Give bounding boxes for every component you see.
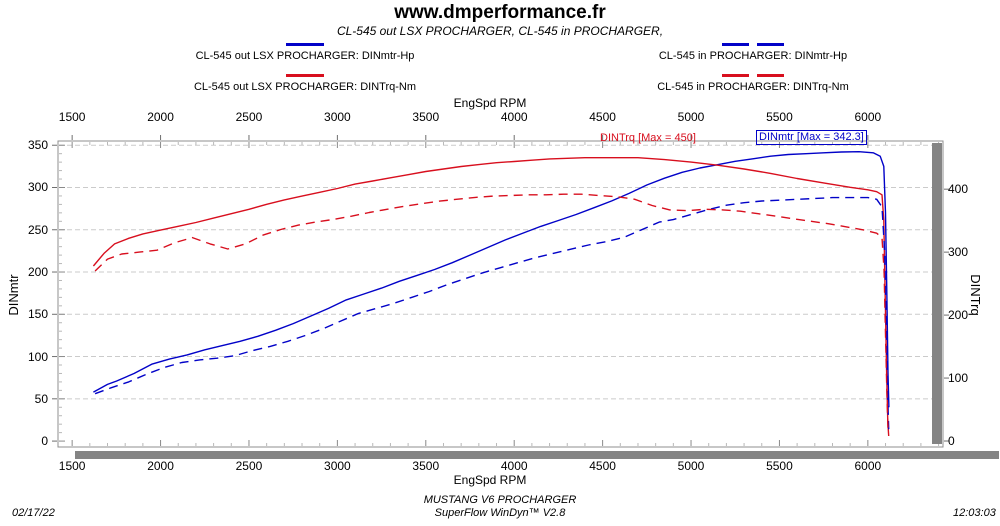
legend-label: CL-545 in PROCHARGER: DINmtr-Hp <box>658 50 848 62</box>
bottom-axis-tick-label: 2500 <box>235 459 263 473</box>
legend-item-in-hp: CL-545 in PROCHARGER: DINmtr-Hp <box>588 43 918 62</box>
bottom-axis-tick-label: 3000 <box>324 459 351 473</box>
left-axis-tick-label: 350 <box>27 138 48 153</box>
top-axis-tick-label: 5000 <box>677 110 705 124</box>
print-time: 12:03:03 <box>953 507 996 519</box>
top-axis-tick-label: 3500 <box>412 110 440 124</box>
left-axis-tick-label: 50 <box>34 391 48 406</box>
bottom-axis-tick-label: 5000 <box>677 459 705 473</box>
legend-item-in-trq: CL-545 in PROCHARGER: DINTrq-Nm <box>588 74 918 93</box>
top-axis-tick-label: 1500 <box>58 110 86 124</box>
top-axis-tick-label: 3000 <box>324 110 351 124</box>
top-axis-title: EngSpd RPM <box>453 96 527 110</box>
legend-label: CL-545 out LSX PROCHARGER: DINTrq-Nm <box>193 81 417 93</box>
series-out-lsx-dintrq-nm <box>92 156 890 437</box>
series-out-lsx-dinmtr-hp <box>93 150 890 408</box>
series-in-dinmtr-hp <box>94 196 890 430</box>
test-name: MUSTANG V6 PROCHARGER <box>423 494 577 506</box>
bottom-axis-tick-label: 4000 <box>500 459 528 473</box>
right-axis-tick-label: 200 <box>948 308 969 323</box>
left-axis-tick-label: 300 <box>27 180 48 195</box>
right-axis-tick-label: 100 <box>948 371 969 386</box>
legend-item-out-trq: CL-545 out LSX PROCHARGER: DINTrq-Nm <box>140 74 470 93</box>
left-axis-tick-label: 250 <box>27 222 48 237</box>
page-title: www.dmperformance.fr <box>394 2 606 23</box>
power-max-annotation: DINmtr [Max = 342.3] <box>756 130 867 145</box>
bottom-axis-title: EngSpd RPM <box>453 473 527 487</box>
legend-swatch-solid-blue <box>140 43 470 46</box>
bottom-axis-tick-label: 6000 <box>854 459 882 473</box>
legend-swatch-dashed-red <box>588 74 918 77</box>
bottom-axis-tick-label: 5500 <box>766 459 793 473</box>
bottom-axis-tick-label: 4500 <box>589 459 616 473</box>
legend-swatch-solid-red <box>140 74 470 77</box>
page-subtitle: CL-545 out LSX PROCHARGER, CL-545 in PRO… <box>336 24 664 38</box>
right-axis-tick-label: 400 <box>948 182 969 197</box>
right-axis-tick-label: 0 <box>948 434 955 449</box>
torque-max-annotation: DINTrq [Max = 450] <box>600 132 696 144</box>
bottom-axis-tick-label: 2000 <box>147 459 174 473</box>
top-axis-tick-label: 4500 <box>589 110 616 124</box>
legend-label: CL-545 out LSX PROCHARGER: DINmtr-Hp <box>195 50 415 62</box>
left-axis-tick-label: 100 <box>27 349 48 364</box>
top-axis-tick-label: 2000 <box>147 110 174 124</box>
plot-border <box>57 140 944 448</box>
top-axis-tick-label: 4000 <box>500 110 528 124</box>
vertical-scrollbar[interactable] <box>932 143 942 444</box>
software-version: SuperFlow WinDyn™ V2.8 <box>434 507 566 519</box>
print-date: 02/17/22 <box>12 507 55 519</box>
legend-swatch-dashed-blue <box>588 43 918 46</box>
bottom-axis-tick-label: 3500 <box>412 459 440 473</box>
top-axis-tick-label: 6000 <box>854 110 882 124</box>
horizontal-scrollbar[interactable] <box>75 451 999 459</box>
top-axis-tick-label: 2500 <box>235 110 263 124</box>
top-axis-tick-label: 5500 <box>766 110 793 124</box>
bottom-axis-tick-label: 1500 <box>58 459 86 473</box>
right-axis-tick-label: 300 <box>948 245 969 260</box>
legend-item-out-hp: CL-545 out LSX PROCHARGER: DINmtr-Hp <box>140 43 470 62</box>
left-axis-tick-label: 150 <box>27 307 48 322</box>
left-axis-tick-label: 200 <box>27 265 48 280</box>
legend-label: CL-545 in PROCHARGER: DINTrq-Nm <box>657 81 849 93</box>
left-axis-tick-label: 0 <box>41 434 48 449</box>
